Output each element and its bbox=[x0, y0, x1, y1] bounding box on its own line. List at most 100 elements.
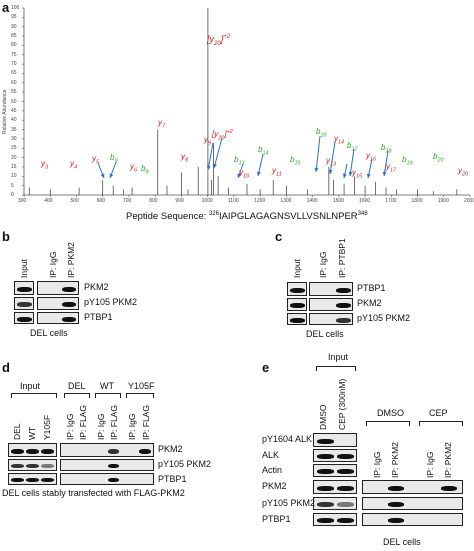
ion-label-b20: b20 bbox=[433, 152, 444, 164]
ion-arrow-head bbox=[382, 171, 387, 176]
c-row-py105: pY105 PKM2 bbox=[357, 313, 411, 323]
d-group-wt: WT bbox=[100, 381, 114, 391]
b-blot-pkm2 bbox=[14, 281, 34, 295]
ms-y-tick-label: 100 bbox=[11, 5, 20, 11]
e-blot-ptbp1-ip bbox=[362, 513, 463, 526]
ion-label-y10: y10 bbox=[239, 168, 250, 180]
ion-arrow-head bbox=[256, 171, 261, 176]
ms-x-tick-label: 1200 bbox=[254, 198, 266, 204]
ion-label-y7: y7 bbox=[158, 118, 166, 130]
ms-x-tick-label: 1300 bbox=[280, 198, 292, 204]
ion-label-y9: y9 bbox=[204, 135, 212, 147]
ms-y-tick-label: 95 bbox=[11, 14, 17, 21]
ion-arrow-head bbox=[314, 167, 319, 172]
ms-x-tick-label: 1800 bbox=[411, 198, 423, 204]
panel-c-letter: c bbox=[275, 229, 283, 244]
ion-label-b14: b14 bbox=[258, 145, 269, 157]
d-blot-pkm2-input bbox=[8, 443, 57, 457]
ion-arrow-head bbox=[206, 165, 211, 170]
ms-x-tick-label: 1500 bbox=[332, 198, 344, 204]
ms-x-tick-label: 1400 bbox=[306, 198, 318, 204]
d-bracket-del bbox=[64, 393, 90, 398]
ion-label-b17: b17 bbox=[347, 141, 358, 153]
d-col-ip-5: IP: IgG bbox=[127, 413, 137, 440]
d-group-del: DEL bbox=[68, 381, 86, 391]
d-col-y105f: Y105F bbox=[42, 414, 52, 440]
ms-x-tick-label: 700 bbox=[122, 198, 132, 204]
d-blot-py105-ip bbox=[60, 459, 154, 471]
panel-b-letter: b bbox=[2, 229, 10, 244]
d-col-ip-2: IP: FLAG bbox=[78, 405, 88, 440]
ms-x-tick-label: 800 bbox=[149, 198, 158, 204]
ion-arrow bbox=[315, 135, 321, 173]
ion-label-y16: y16 bbox=[366, 151, 377, 163]
d-row-pkm2: PKM2 bbox=[158, 444, 183, 454]
e-blot-py105-input bbox=[313, 497, 357, 510]
ion-label-b13: b13 bbox=[234, 155, 245, 167]
ms-x-tick-label: 1700 bbox=[385, 198, 397, 204]
e-group-cep: CEP bbox=[429, 408, 448, 418]
d-bracket-y105f bbox=[126, 393, 154, 398]
ms-x-tick-label: 400 bbox=[44, 198, 53, 204]
e-row-alk: ALK bbox=[262, 450, 280, 460]
e-row-ptbp1: PTBP1 bbox=[262, 514, 291, 524]
ms-x-tick-label: 1100 bbox=[227, 198, 239, 204]
ion-arrow bbox=[349, 148, 355, 177]
b-blot-ptbp1-ip bbox=[37, 312, 79, 324]
c-col-input: Input bbox=[292, 259, 302, 278]
e-bracket-dmso bbox=[366, 421, 410, 426]
ms-y-tick-label: 70 bbox=[11, 61, 17, 68]
ion-label-y11: y11 bbox=[272, 166, 282, 178]
e-bracket-cep bbox=[419, 421, 463, 426]
d-col-ip-4: IP: FLAG bbox=[109, 405, 119, 440]
ion-label-y20-2plus: [y20]+2 bbox=[212, 129, 233, 142]
e-col-dmso: DMSO bbox=[318, 404, 328, 431]
e-col-ip-1: IP: IgG bbox=[372, 451, 382, 478]
d-blot-pkm2-ip bbox=[60, 443, 154, 457]
e-row-pkm2: PKM2 bbox=[262, 481, 287, 491]
d-col-ip-3: IP: IgG bbox=[96, 413, 106, 440]
b-blot-py105-ip bbox=[37, 297, 79, 310]
ms-y-tick-label: 40 bbox=[11, 117, 17, 124]
ms-x-tick-label: 2000 bbox=[464, 198, 474, 204]
ion-label-y15: y15 bbox=[352, 168, 363, 180]
d-row-ptbp1: PTBP1 bbox=[158, 474, 187, 484]
d-bracket-wt bbox=[95, 393, 121, 398]
b-row-ptbp1: PTBP1 bbox=[84, 312, 113, 322]
ms-y-tick-label: 60 bbox=[11, 79, 17, 86]
ms-y-tick-label: 20 bbox=[11, 154, 17, 161]
ion-arrow bbox=[383, 150, 389, 177]
b-row-py105: pY105 PKM2 bbox=[84, 297, 138, 307]
c-blot-pkm2-ip bbox=[309, 298, 353, 311]
b-blot-py105 bbox=[14, 297, 34, 310]
ms-y-tick-label: 0 bbox=[11, 192, 14, 198]
ms-y-tick-label: 45 bbox=[11, 107, 17, 114]
ion-arrow bbox=[213, 137, 223, 169]
e-col-cep: CEP (300nM) bbox=[337, 378, 347, 430]
b-blot-ptbp1 bbox=[14, 312, 34, 324]
ms-y-tick-label: 75 bbox=[11, 51, 17, 58]
e-blot-ptbp1-input bbox=[313, 513, 357, 526]
ion-arrow-head bbox=[348, 171, 353, 176]
ms-y-tick-label: 5 bbox=[11, 182, 14, 189]
b-col-input: Input bbox=[19, 259, 29, 278]
e-row-actin: Actin bbox=[262, 465, 283, 475]
e-input-header: Input bbox=[328, 352, 349, 362]
d-col-ip-6: IP: FLAG bbox=[141, 405, 151, 440]
ion-arrow-head bbox=[213, 163, 217, 168]
ion-label-b15: b15 bbox=[290, 155, 301, 167]
d-row-py105: pY105 PKM2 bbox=[158, 459, 212, 469]
d-caption: DEL cells stably transfected with FLAG-P… bbox=[2, 488, 185, 498]
d-group-y105f: Y105F bbox=[128, 381, 155, 391]
ion-arrow-head bbox=[366, 173, 371, 178]
c-blot-ptbp1-ip bbox=[309, 282, 353, 296]
ion-label-y5: y5 bbox=[92, 154, 100, 166]
ion-arrow-head bbox=[100, 173, 105, 178]
e-blot-pkm2-input bbox=[313, 480, 357, 494]
ms-y-tick-label: 50 bbox=[11, 98, 17, 105]
ms-y-tick-label: 30 bbox=[11, 135, 17, 142]
d-input-header: Input bbox=[20, 381, 41, 391]
d-col-wt: WT bbox=[27, 426, 37, 440]
e-row-py1604-alk: pY1604 ALK bbox=[262, 434, 313, 444]
ms-y-tick-label: 15 bbox=[11, 163, 17, 170]
